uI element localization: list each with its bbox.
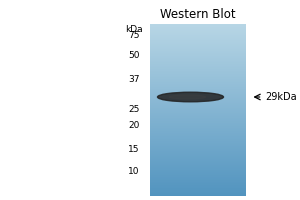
Text: 75: 75 — [128, 31, 140, 40]
Text: 10: 10 — [128, 168, 140, 176]
Text: 20: 20 — [128, 120, 140, 130]
Text: Western Blot: Western Blot — [160, 8, 236, 21]
Text: 25: 25 — [128, 104, 140, 114]
Text: 15: 15 — [128, 144, 140, 154]
Text: 29kDa: 29kDa — [266, 92, 297, 102]
Text: kDa: kDa — [125, 25, 142, 34]
Ellipse shape — [158, 92, 224, 102]
Text: 37: 37 — [128, 75, 140, 84]
Text: 50: 50 — [128, 51, 140, 60]
Ellipse shape — [169, 95, 206, 99]
